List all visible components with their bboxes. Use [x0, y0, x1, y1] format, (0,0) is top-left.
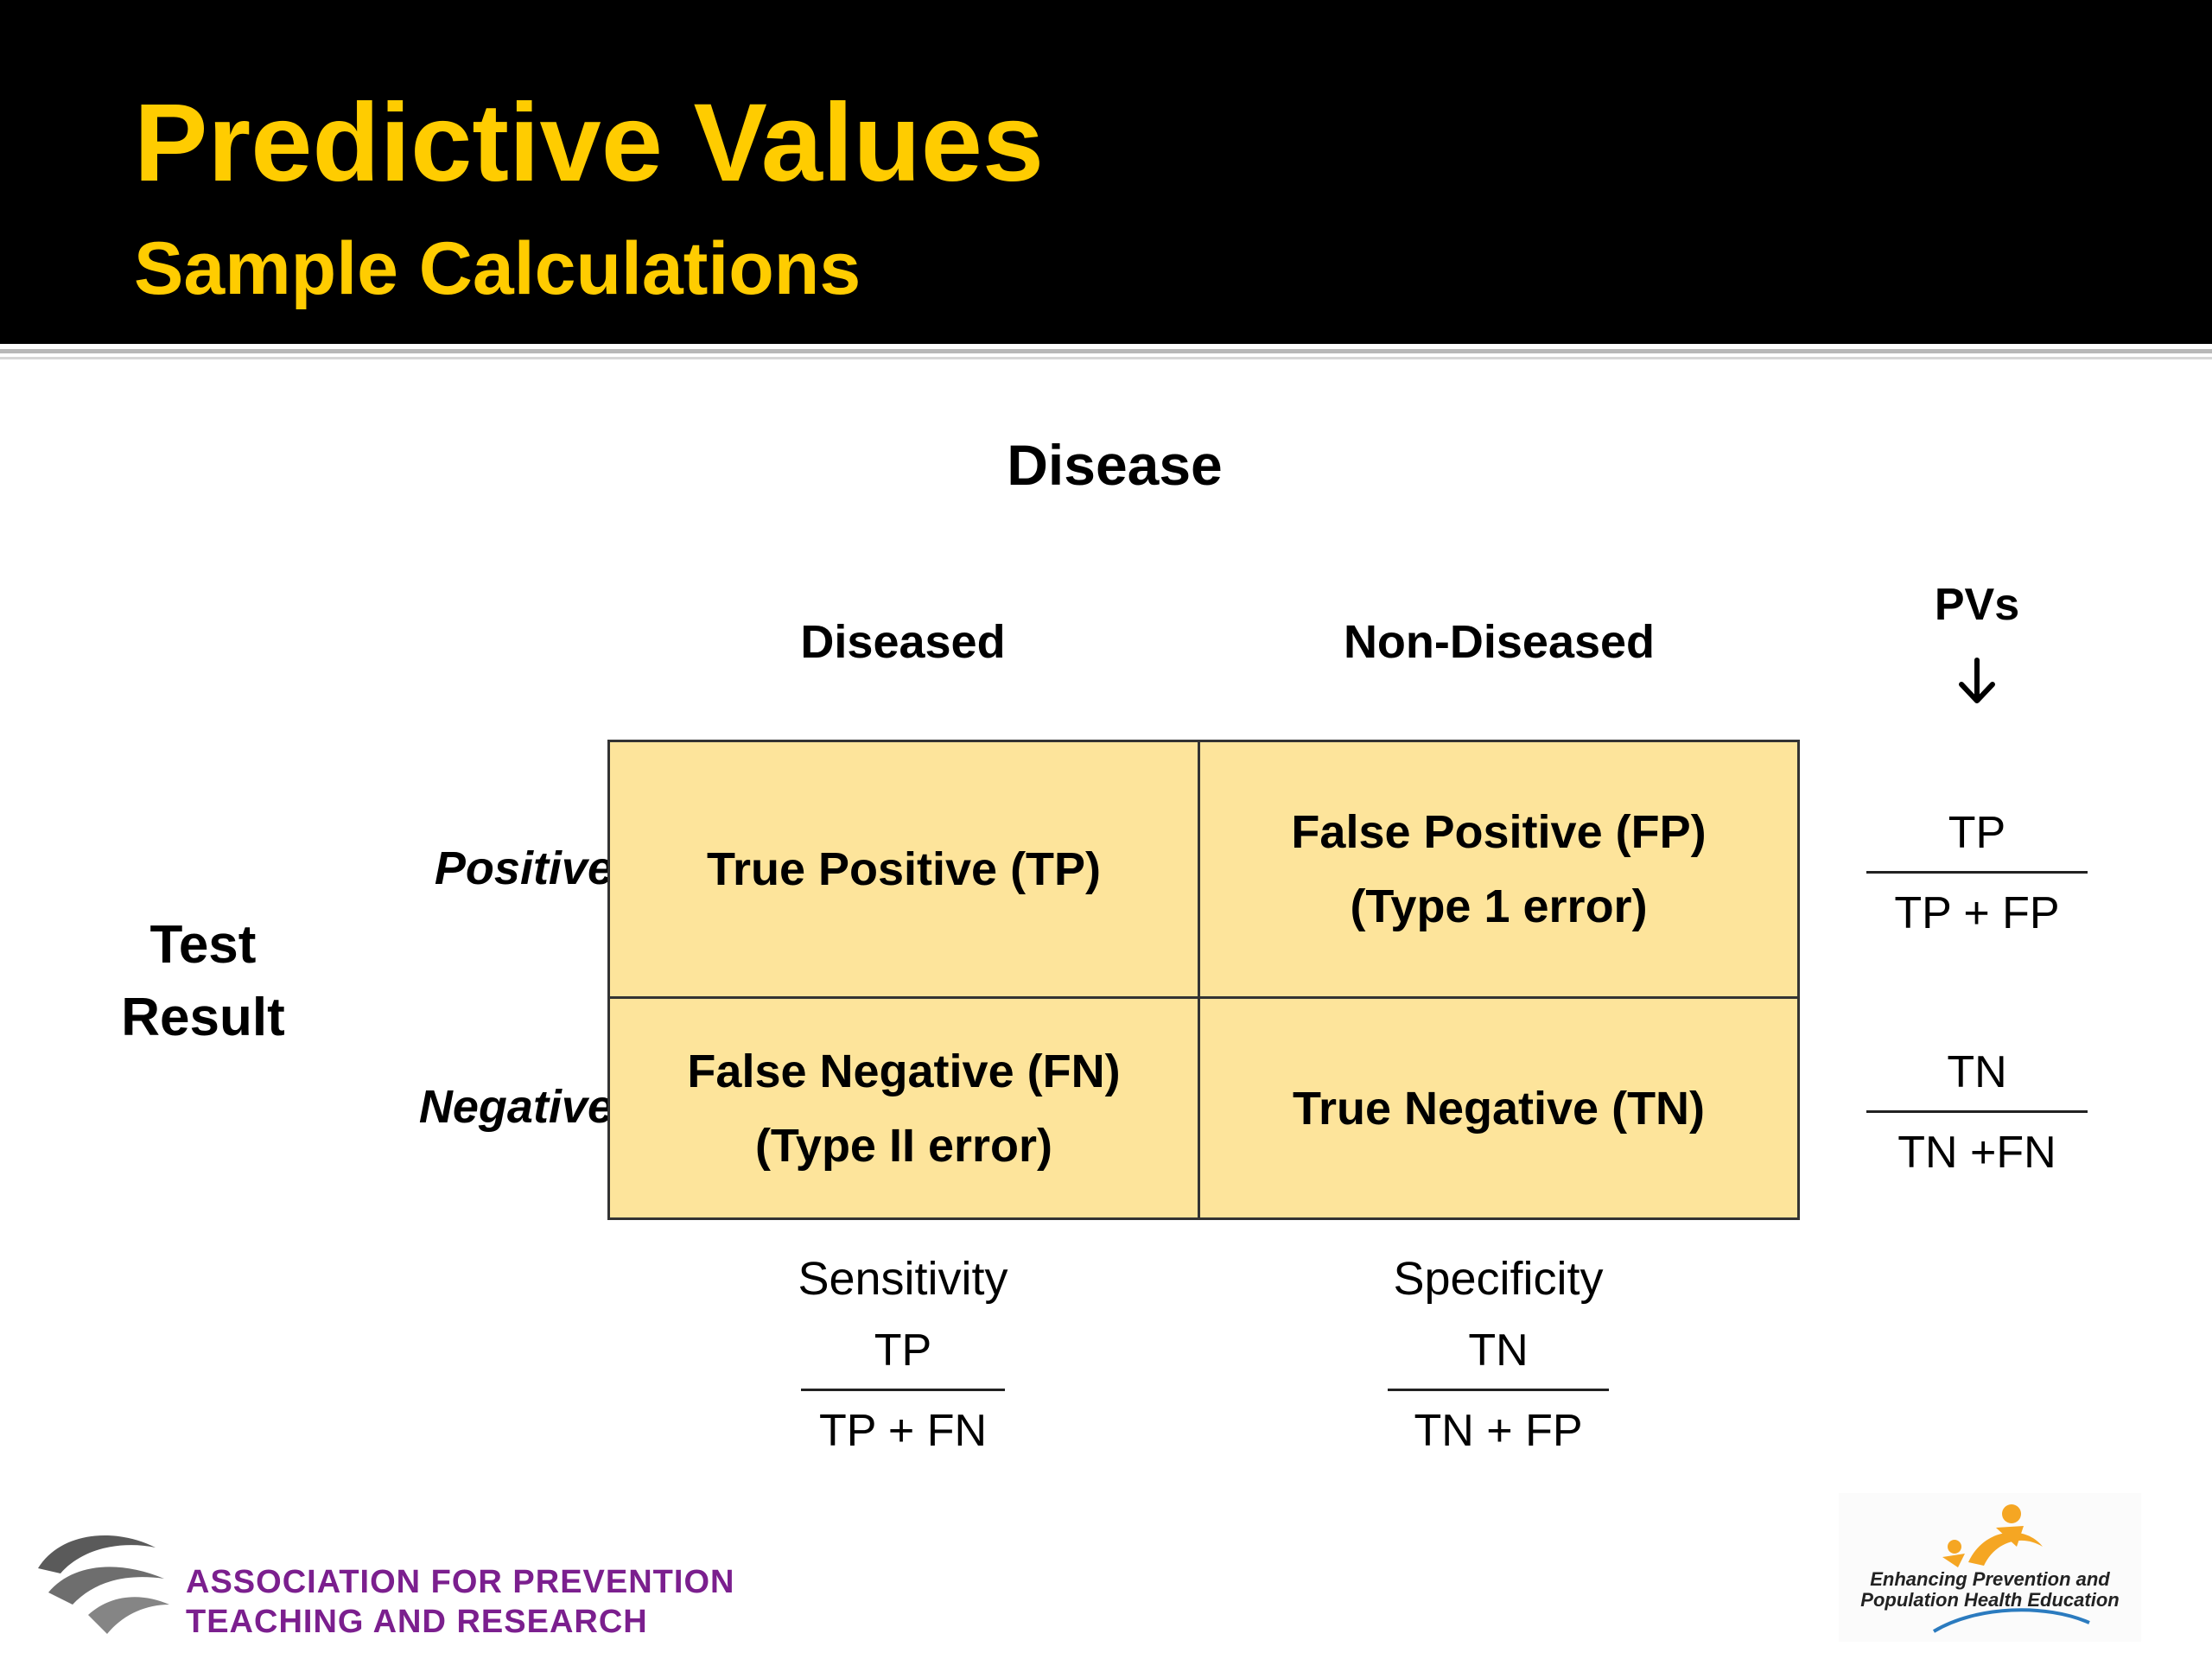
- header-divider: [0, 349, 2212, 353]
- swirl-logo-icon: [38, 1535, 169, 1634]
- sensitivity-fraction-bar: [801, 1389, 1005, 1391]
- ppv-formula: TP TP + FP: [1866, 798, 2088, 948]
- cell-false-positive-note: (Type 1 error): [1350, 880, 1648, 932]
- cell-true-positive: True Positive (TP): [610, 742, 1198, 996]
- specificity-formula: Specificity TN TN + FP: [1369, 1242, 1628, 1465]
- specificity-label: Specificity: [1393, 1253, 1604, 1305]
- column-group-label: Disease: [1007, 433, 1223, 497]
- column-header-diseased: Diseased: [800, 616, 1006, 668]
- sensitivity-formula: Sensitivity TP TP + FN: [773, 1242, 1033, 1465]
- specificity-fraction-bar: [1388, 1389, 1609, 1391]
- cell-false-negative: False Negative (FN) (Type II error): [610, 999, 1198, 1217]
- cell-false-positive-label: False Positive (FP): [1291, 806, 1707, 858]
- pvs-header: PVs: [1934, 580, 2020, 630]
- slide-title: Predictive Values: [134, 81, 1045, 205]
- ppv-fraction-bar: [1866, 871, 2088, 874]
- prevention-education-logo-icon: [1839, 1493, 2141, 1642]
- row-group-label: Test Result: [95, 909, 311, 1054]
- ppv-numerator: TP: [1948, 808, 2006, 858]
- npv-numerator: TN: [1947, 1047, 2007, 1097]
- organization-name: ASSOCIATION FOR PREVENTION TEACHING AND …: [186, 1562, 734, 1642]
- cell-true-positive-label: True Positive (TP): [706, 843, 1102, 895]
- npv-fraction-bar: [1866, 1110, 2088, 1113]
- specificity-denominator: TN + FP: [1414, 1406, 1583, 1456]
- npv-denominator: TN +FN: [1897, 1128, 2056, 1178]
- cell-false-negative-label: False Negative (FN): [687, 1045, 1121, 1097]
- npv-formula: TN TN +FN: [1856, 1038, 2098, 1187]
- row-group-label-line2: Result: [121, 988, 285, 1047]
- logo-tagline-line2: Population Health Education: [1860, 1589, 2120, 1611]
- slide-subtitle: Sample Calculations: [134, 227, 861, 310]
- cell-true-negative-label: True Negative (TN): [1292, 1082, 1706, 1135]
- sensitivity-numerator: TP: [874, 1325, 932, 1376]
- header-divider-secondary: [0, 357, 2212, 359]
- table-column-divider: [1198, 742, 1200, 1217]
- sensitivity-denominator: TP + FN: [818, 1406, 988, 1456]
- specificity-numerator: TN: [1468, 1325, 1529, 1376]
- row-header-positive: Positive: [434, 842, 613, 894]
- organization-name-line2: TEACHING AND RESEARCH: [186, 1604, 648, 1640]
- logo-tagline-line1: Enhancing Prevention and: [1870, 1568, 2110, 1590]
- ppv-denominator: TP + FP: [1894, 888, 2060, 938]
- organization-name-line1: ASSOCIATION FOR PREVENTION: [186, 1564, 735, 1600]
- column-header-non-diseased: Non-Diseased: [1343, 616, 1656, 668]
- cell-true-negative: True Negative (TN): [1200, 999, 1797, 1217]
- contingency-table: True Positive (TP) False Positive (FP) (…: [607, 740, 1800, 1220]
- row-group-label-line1: Test: [149, 915, 257, 975]
- title-bar: Predictive Values Sample Calculations: [0, 0, 2212, 344]
- table-row-divider: [610, 996, 1797, 999]
- sensitivity-label: Sensitivity: [798, 1253, 1008, 1305]
- logo-tagline: Enhancing Prevention and Population Heal…: [1840, 1569, 2139, 1611]
- down-arrow-icon: [1959, 658, 1995, 703]
- row-header-negative: Negative: [418, 1081, 613, 1133]
- cell-false-positive: False Positive (FP) (Type 1 error): [1200, 742, 1797, 996]
- cell-false-negative-note: (Type II error): [754, 1119, 1053, 1172]
